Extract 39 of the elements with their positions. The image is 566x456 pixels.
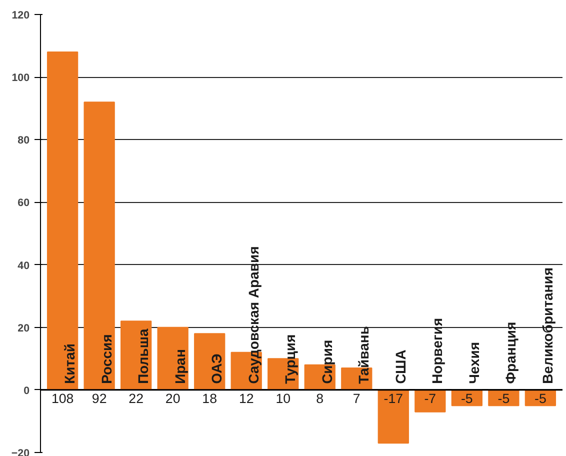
x-tick-label: США (392, 350, 408, 384)
bar (414, 389, 446, 412)
y-tick-label: 60 (18, 197, 30, 210)
bar (84, 102, 115, 390)
data-label: 12 (238, 390, 254, 406)
y-tick-label: 20 (18, 322, 30, 334)
x-tick-label: Россия (98, 334, 114, 384)
x-tick-label: Польша (135, 328, 152, 384)
x-tick-label: Китай (62, 344, 78, 384)
data-label: 10 (276, 390, 291, 406)
bar (378, 389, 409, 444)
x-tick-label: Саудовская Аравия (245, 246, 262, 384)
x-tick-label: Турция (282, 334, 298, 384)
data-label: 8 (316, 390, 324, 406)
x-tick-label: Сирия (318, 340, 335, 384)
y-tick-label: 100 (12, 72, 30, 84)
data-label: -7 (424, 390, 436, 406)
x-tick-label: Тайвань (356, 326, 372, 384)
x-tick-label: Норвегия (429, 318, 446, 384)
x-tick-label: Иран (172, 349, 188, 384)
data-label: -17 (384, 390, 404, 406)
data-label: 7 (352, 390, 360, 406)
data-label: -5 (534, 390, 546, 406)
data-label: 18 (202, 390, 218, 406)
x-tick-label: ОАЭ (208, 354, 225, 384)
x-tick-label: Франция (502, 322, 519, 384)
data-label: 20 (165, 390, 180, 406)
y-tick-label: 80 (18, 134, 30, 147)
x-tick-label: Великобритания (539, 267, 556, 384)
data-label: 92 (92, 390, 107, 406)
x-tick-label: Чехия (466, 342, 482, 384)
data-label: 22 (128, 390, 144, 406)
bar (46, 52, 78, 390)
y-tick-label: 0 (24, 384, 30, 397)
data-label: 108 (51, 390, 74, 406)
y-tick-label: 120 (12, 10, 30, 22)
y-tick-label: 40 (18, 260, 30, 272)
data-label: -5 (498, 390, 510, 406)
data-label: -5 (460, 390, 473, 406)
